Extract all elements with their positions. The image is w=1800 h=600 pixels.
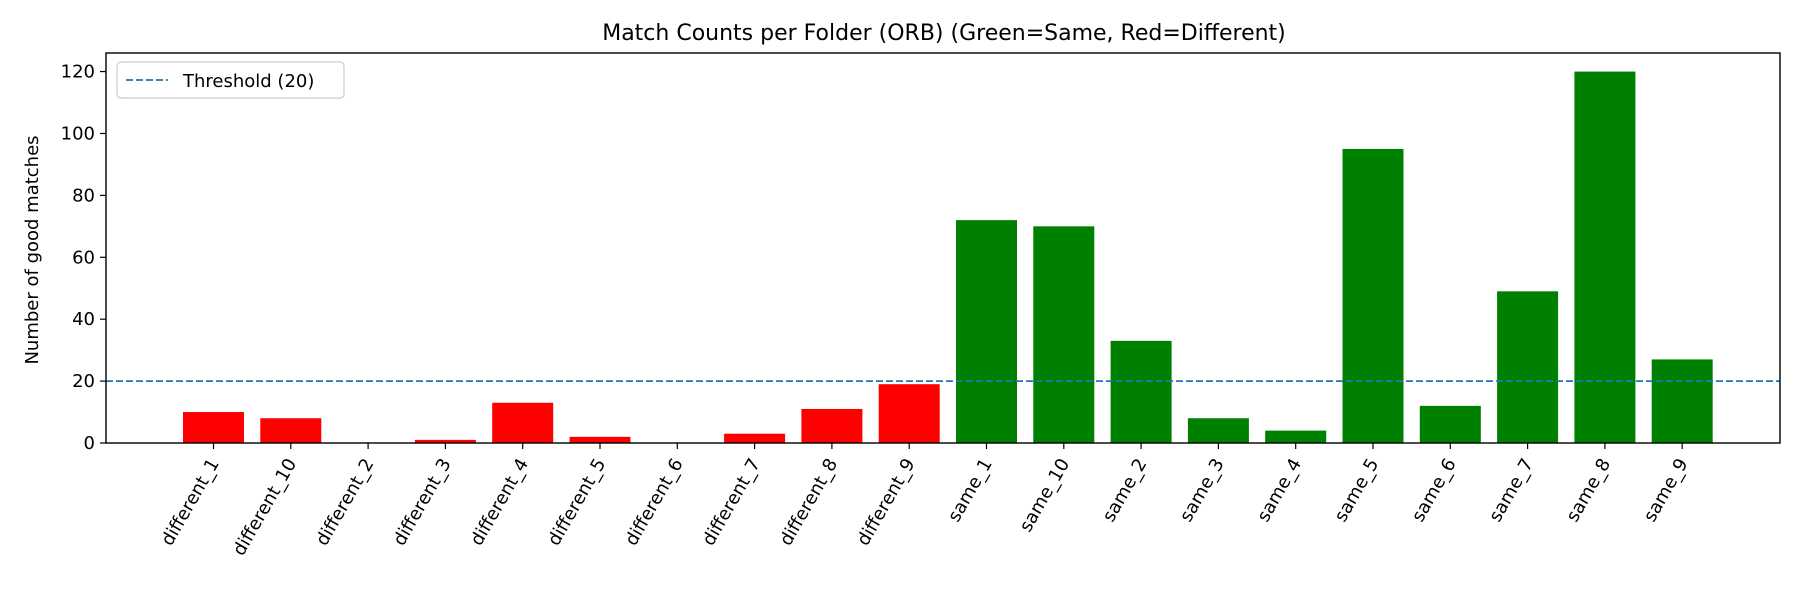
y-tick-label: 100 <box>61 123 95 144</box>
x-tick-label: same_7 <box>1485 455 1538 526</box>
x-tick-label: different_8 <box>776 455 843 549</box>
chart-title: Match Counts per Folder (ORB) (Green=Sam… <box>602 21 1286 46</box>
bar-different-8 <box>801 408 863 443</box>
x-tick-label: same_10 <box>1015 455 1074 536</box>
bar-same-8 <box>1574 71 1636 444</box>
x-tick-label: same_6 <box>1408 455 1461 526</box>
bar-different-1 <box>183 412 244 443</box>
x-tick-label: different_7 <box>698 455 765 549</box>
bar-same-2 <box>1110 340 1172 443</box>
bar-same-3 <box>1187 418 1249 443</box>
y-tick-label: 60 <box>72 247 95 268</box>
bar-different-10 <box>260 418 322 443</box>
legend-threshold-label: Threshold (20) <box>182 71 314 92</box>
x-tick-label: same_9 <box>1640 455 1693 526</box>
x-tick-label: different_5 <box>544 455 611 549</box>
x-tick-label: same_5 <box>1330 455 1383 526</box>
legend-box <box>116 61 345 99</box>
y-tick-label: 0 <box>84 433 95 454</box>
x-tick-label: same_2 <box>1099 455 1152 526</box>
bar-different-5 <box>569 436 631 443</box>
bar-same-6 <box>1419 405 1481 443</box>
bar-same-5 <box>1342 148 1404 443</box>
x-tick-label: same_1 <box>944 455 997 526</box>
x-tick-label: same_3 <box>1176 455 1229 526</box>
bar-different-4 <box>492 402 554 443</box>
bar-same-4 <box>1265 430 1327 443</box>
x-tick-label: different_6 <box>621 455 688 549</box>
bar-different-9 <box>878 384 940 443</box>
bar-same-7 <box>1497 291 1559 443</box>
x-tick-label: different_9 <box>853 455 920 549</box>
legend: Threshold (20) <box>116 61 345 99</box>
y-tick-label: 20 <box>72 371 95 392</box>
bar-same-9 <box>1651 359 1713 443</box>
x-tick-label: same_8 <box>1562 455 1615 526</box>
y-tick-label: 80 <box>72 185 95 206</box>
y-axis-label: Number of good matches <box>22 135 43 364</box>
x-tick-label: different_3 <box>389 455 456 549</box>
x-tick-label: different_10 <box>229 455 301 559</box>
x-tick-label: different_1 <box>157 455 224 549</box>
x-tick-label: different_4 <box>466 455 533 549</box>
x-tick-label: same_4 <box>1253 455 1306 526</box>
y-tick-label: 40 <box>72 309 95 330</box>
y-tick-label: 120 <box>61 62 95 83</box>
x-tick-label: different_2 <box>312 455 379 549</box>
bar-same-1 <box>956 220 1017 443</box>
bar-different-3 <box>414 439 476 443</box>
bar-different-7 <box>724 433 786 443</box>
axes-frame <box>105 52 1781 444</box>
bar-same-10 <box>1033 226 1095 443</box>
